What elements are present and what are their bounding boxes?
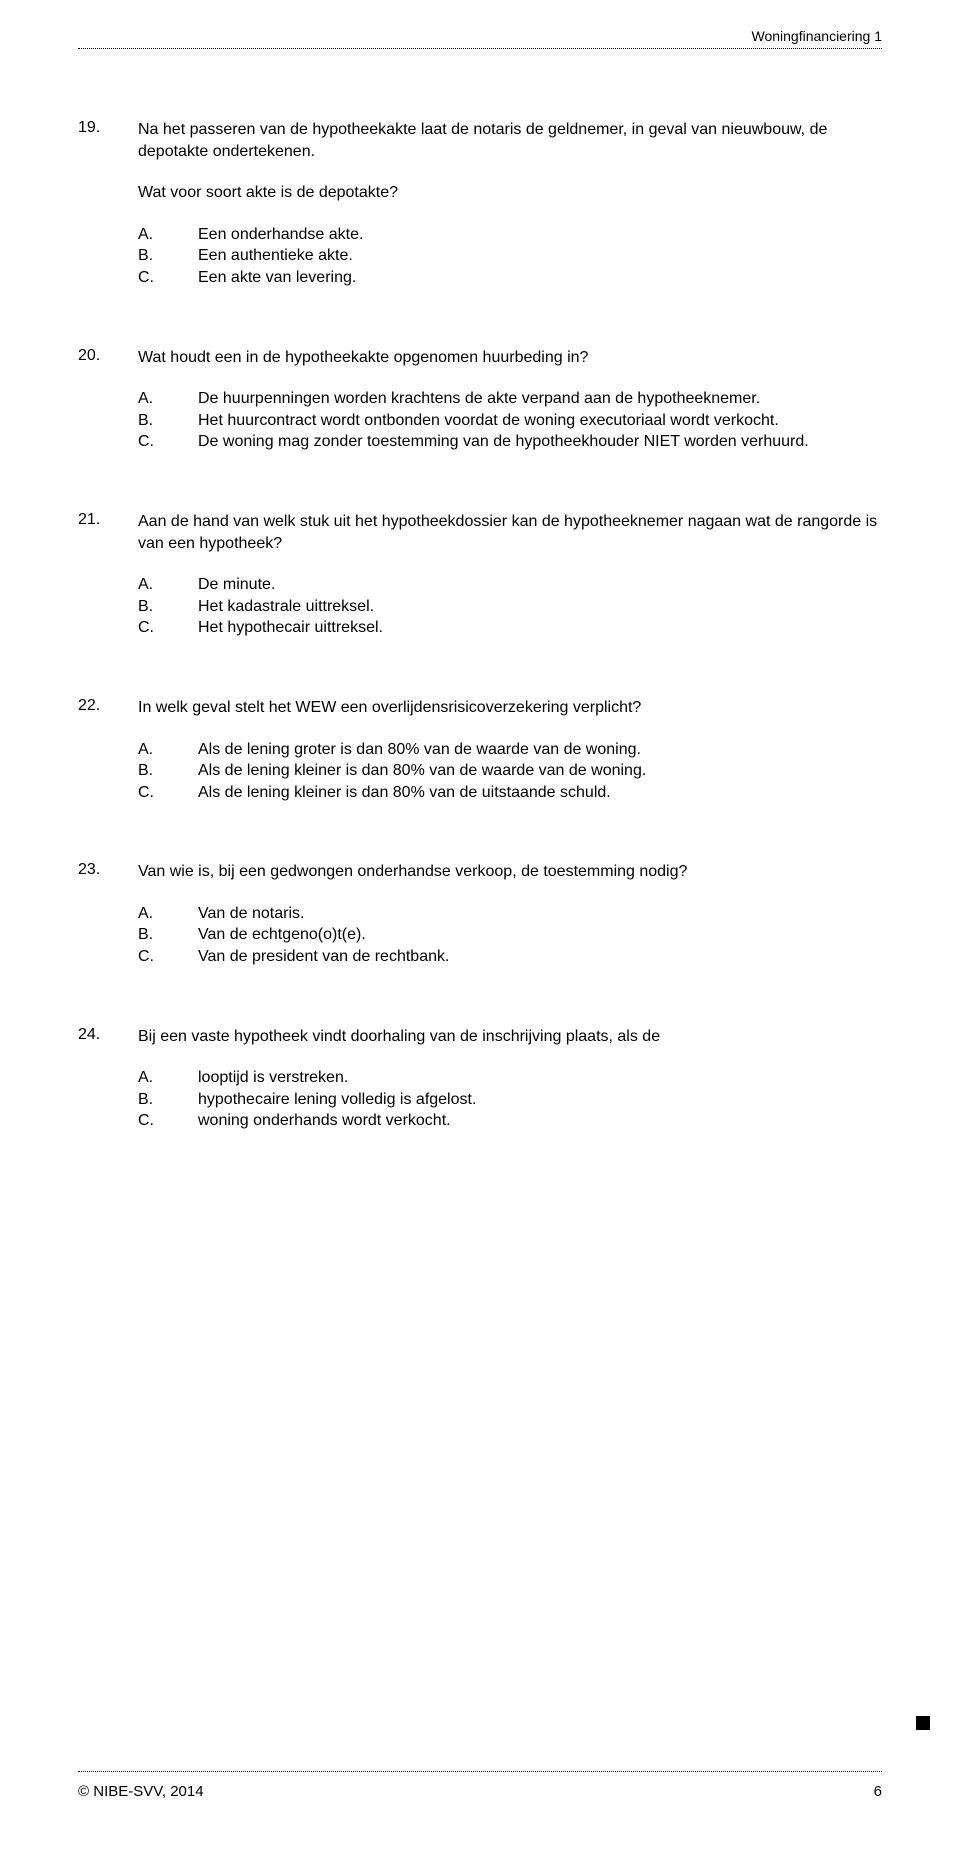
option-row: A. Van de notaris. [138, 903, 882, 925]
option-text: De minute. [198, 574, 882, 596]
option-text: Het kadastrale uittreksel. [198, 596, 882, 618]
option-letter: B. [138, 410, 198, 432]
option-letter: A. [138, 903, 198, 925]
header-title: Woningfinanciering 1 [78, 28, 882, 44]
question-prompt: Wat voor soort akte is de depotakte? [138, 182, 882, 204]
option-letter: C. [138, 1110, 198, 1132]
option-row: C. Als de lening kleiner is dan 80% van … [138, 782, 882, 804]
option-text: hypothecaire lening volledig is afgelost… [198, 1089, 882, 1111]
footer: © NIBE-SVV, 2014 6 [78, 1783, 882, 1800]
option-text: Een akte van levering. [198, 267, 882, 289]
question-block: 23. Van wie is, bij een gedwongen onderh… [78, 861, 882, 967]
page-number: 6 [874, 1783, 882, 1800]
option-row: A. Een onderhandse akte. [138, 224, 882, 246]
option-text: Van de notaris. [198, 903, 882, 925]
option-letter: C. [138, 617, 198, 639]
option-row: C. Een akte van levering. [138, 267, 882, 289]
option-row: C. Het hypothecair uittreksel. [138, 617, 882, 639]
option-letter: B. [138, 245, 198, 267]
option-letter: B. [138, 760, 198, 782]
question-block: 20. Wat houdt een in de hypotheekakte op… [78, 347, 882, 453]
option-row: C. De woning mag zonder toestemming van … [138, 431, 882, 453]
option-text: Het huurcontract wordt ontbonden voordat… [198, 410, 882, 432]
option-text: woning onderhands wordt verkocht. [198, 1110, 882, 1132]
copyright-symbol: © [78, 1783, 89, 1800]
option-letter: B. [138, 924, 198, 946]
option-letter: C. [138, 431, 198, 453]
option-letter: C. [138, 946, 198, 968]
option-row: C. Van de president van de rechtbank. [138, 946, 882, 968]
question-text: Van wie is, bij een gedwongen onderhands… [138, 861, 882, 883]
question-number: 20. [78, 347, 138, 369]
option-letter: B. [138, 1089, 198, 1111]
option-text: Als de lening groter is dan 80% van de w… [198, 739, 882, 761]
option-text: Als de lening kleiner is dan 80% van de … [198, 782, 882, 804]
option-letter: A. [138, 574, 198, 596]
option-row: B. Het huurcontract wordt ontbonden voor… [138, 410, 882, 432]
option-letter: A. [138, 388, 198, 410]
option-text: Een authentieke akte. [198, 245, 882, 267]
option-text: De huurpenningen worden krachtens de akt… [198, 388, 882, 410]
footer-copyright: © NIBE-SVV, 2014 [78, 1783, 204, 1800]
option-text: Van de echtgeno(o)t(e). [198, 924, 882, 946]
option-letter: C. [138, 267, 198, 289]
option-text: looptijd is verstreken. [198, 1067, 882, 1089]
end-marker-icon [916, 1716, 930, 1730]
question-text: Wat houdt een in de hypotheekakte opgeno… [138, 347, 882, 369]
option-text: Als de lening kleiner is dan 80% van de … [198, 760, 882, 782]
option-row: A. Als de lening groter is dan 80% van d… [138, 739, 882, 761]
header-rule [78, 48, 882, 49]
document-page: Woningfinanciering 1 19. Na het passeren… [0, 0, 960, 1820]
question-number: 23. [78, 861, 138, 883]
option-row: A. De huurpenningen worden krachtens de … [138, 388, 882, 410]
question-block: 22. In welk geval stelt het WEW een over… [78, 697, 882, 803]
option-text: De woning mag zonder toestemming van de … [198, 431, 882, 453]
option-text: Een onderhandse akte. [198, 224, 882, 246]
option-letter: B. [138, 596, 198, 618]
option-row: B. Een authentieke akte. [138, 245, 882, 267]
question-number: 21. [78, 511, 138, 554]
question-text: Aan de hand van welk stuk uit het hypoth… [138, 511, 882, 554]
option-text: Van de president van de rechtbank. [198, 946, 882, 968]
question-text: In welk geval stelt het WEW een overlijd… [138, 697, 882, 719]
option-row: B. Van de echtgeno(o)t(e). [138, 924, 882, 946]
question-block: 21. Aan de hand van welk stuk uit het hy… [78, 511, 882, 639]
question-number: 24. [78, 1026, 138, 1048]
question-text: Na het passeren van de hypotheekakte laa… [138, 119, 882, 162]
option-row: A. looptijd is verstreken. [138, 1067, 882, 1089]
option-text: Het hypothecair uittreksel. [198, 617, 882, 639]
option-row: C. woning onderhands wordt verkocht. [138, 1110, 882, 1132]
footer-rule [78, 1771, 882, 1772]
option-letter: A. [138, 224, 198, 246]
option-letter: A. [138, 1067, 198, 1089]
question-number: 22. [78, 697, 138, 719]
option-row: A. De minute. [138, 574, 882, 596]
option-row: B. Als de lening kleiner is dan 80% van … [138, 760, 882, 782]
option-letter: C. [138, 782, 198, 804]
option-row: B. Het kadastrale uittreksel. [138, 596, 882, 618]
copyright-text: NIBE-SVV, 2014 [93, 1783, 203, 1800]
option-row: B. hypothecaire lening volledig is afgel… [138, 1089, 882, 1111]
question-block: 19. Na het passeren van de hypotheekakte… [78, 119, 882, 289]
question-block: 24. Bij een vaste hypotheek vindt doorha… [78, 1026, 882, 1132]
question-text: Bij een vaste hypotheek vindt doorhaling… [138, 1026, 882, 1048]
option-letter: A. [138, 739, 198, 761]
question-number: 19. [78, 119, 138, 162]
